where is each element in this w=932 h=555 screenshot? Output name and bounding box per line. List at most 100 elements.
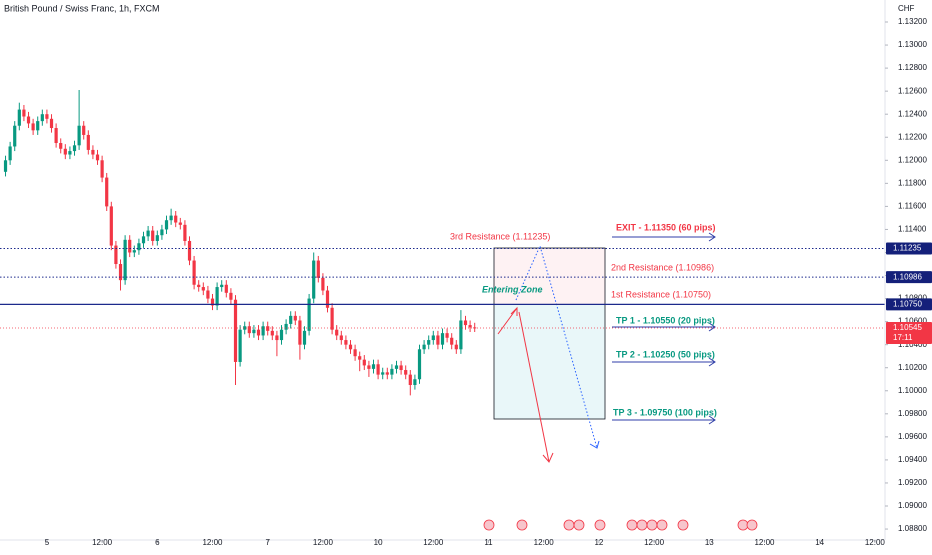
candle-body [252, 329, 256, 334]
currency-label: CHF [898, 4, 915, 13]
candle-body [128, 239, 132, 253]
event-icon [656, 519, 668, 531]
arrow-head [708, 232, 716, 242]
annotation: Entering Zone [482, 284, 543, 294]
candle-body [31, 123, 35, 131]
candle-body [132, 250, 136, 253]
candle-body [404, 370, 408, 375]
candle-body [109, 206, 113, 246]
event-icon [737, 519, 749, 531]
candle-body [385, 372, 389, 375]
y-tick-label: 1.10400 [898, 340, 927, 349]
y-tick-label: 1.12200 [898, 132, 927, 141]
candle-body [178, 222, 182, 225]
candle-body [440, 333, 445, 345]
y-tick-label: 1.09200 [898, 478, 927, 487]
entry-arrow [497, 307, 518, 335]
candle-body [417, 349, 422, 380]
x-tick-label: 12:00 [865, 538, 886, 547]
event-icons [483, 519, 758, 531]
y-tick-label: 1.13000 [898, 40, 927, 49]
candle-body [247, 326, 251, 334]
candle-body [95, 154, 100, 161]
candle-body [224, 284, 228, 293]
event-icon [483, 519, 495, 531]
arrow-head [708, 415, 716, 425]
y-tick-label: 1.10000 [898, 386, 927, 395]
candle-body [266, 326, 270, 331]
down-arrow [518, 311, 550, 463]
candle-body [86, 134, 90, 150]
y-tick-label: 1.10800 [898, 294, 927, 303]
y-tick-label: 1.08800 [898, 524, 927, 533]
candle-body [192, 260, 196, 285]
annotations: 3rd Resistance (1.11235) 2nd Resistance … [450, 222, 717, 417]
y-tick-label: 1.09600 [898, 432, 927, 441]
x-tick-label: 12:00 [644, 538, 665, 547]
y-tick-label: 1.11600 [898, 201, 927, 210]
candle-body [49, 118, 54, 129]
event-icon [746, 519, 758, 531]
candle-body [54, 128, 58, 144]
event-icon [516, 519, 528, 531]
candle-body [459, 320, 463, 350]
y-tick-label: 1.12000 [898, 155, 927, 164]
x-tick-label: 12:00 [313, 538, 334, 547]
marks [0, 90, 885, 396]
arrow-head [708, 357, 716, 367]
candle-body [114, 245, 118, 265]
candle-body [390, 368, 394, 375]
annotation: 2nd Resistance (1.10986) [611, 262, 714, 272]
candle-body [183, 224, 187, 241]
candle-body [394, 365, 399, 369]
candle-body [436, 335, 440, 345]
candle-body [381, 372, 385, 375]
candle-body [169, 215, 173, 221]
candle-body [408, 374, 412, 386]
candle-body [72, 145, 77, 152]
x-tick-label: 13 [705, 538, 714, 547]
candle-body [197, 284, 201, 288]
arrow-head [589, 440, 600, 449]
candle-body [146, 230, 150, 237]
annotation: 1st Resistance (1.10750) [611, 289, 711, 299]
event-icon [646, 519, 658, 531]
candle-body [123, 239, 127, 281]
price-label: 1.10986 [893, 272, 922, 281]
candle-body [330, 307, 334, 330]
candle-body [353, 349, 357, 357]
current-price-box [886, 321, 932, 344]
x-tick-label: 12:00 [754, 538, 775, 547]
x-tick-label: 5 [45, 538, 50, 547]
candle-body [335, 329, 339, 336]
candle-body [206, 290, 210, 299]
candle-body [302, 330, 307, 345]
candle-body [40, 114, 44, 122]
arrow-head [708, 322, 716, 332]
candle-body [3, 160, 8, 172]
candle-body [427, 340, 431, 345]
candle-body [316, 260, 320, 278]
price-label-box [886, 271, 932, 284]
candle-body [164, 220, 169, 230]
candle-body [348, 344, 353, 350]
candle-body [68, 151, 72, 155]
candle-body [105, 177, 109, 207]
x-tick-label: 6 [155, 538, 160, 547]
x-tick-label: 12:00 [202, 538, 223, 547]
x-tick-label: 12:00 [534, 538, 555, 547]
axis-labels: 1.13200 1.13000 1.12800 1.12600 1.12400 1.122… [45, 17, 932, 547]
arrow-head [542, 452, 554, 463]
annotation: TP 1 - 1.10550 (20 pips) [616, 315, 715, 325]
candle-body [201, 287, 205, 291]
y-tick-label: 1.12600 [898, 86, 927, 95]
candle-body [100, 160, 104, 178]
candle-body [321, 277, 325, 291]
candle-body [293, 315, 297, 321]
event-icon [563, 519, 575, 531]
y-tick-label: 1.12400 [898, 109, 927, 118]
candle-body [362, 359, 366, 366]
candle-body [463, 320, 468, 326]
candle-body [118, 264, 123, 281]
